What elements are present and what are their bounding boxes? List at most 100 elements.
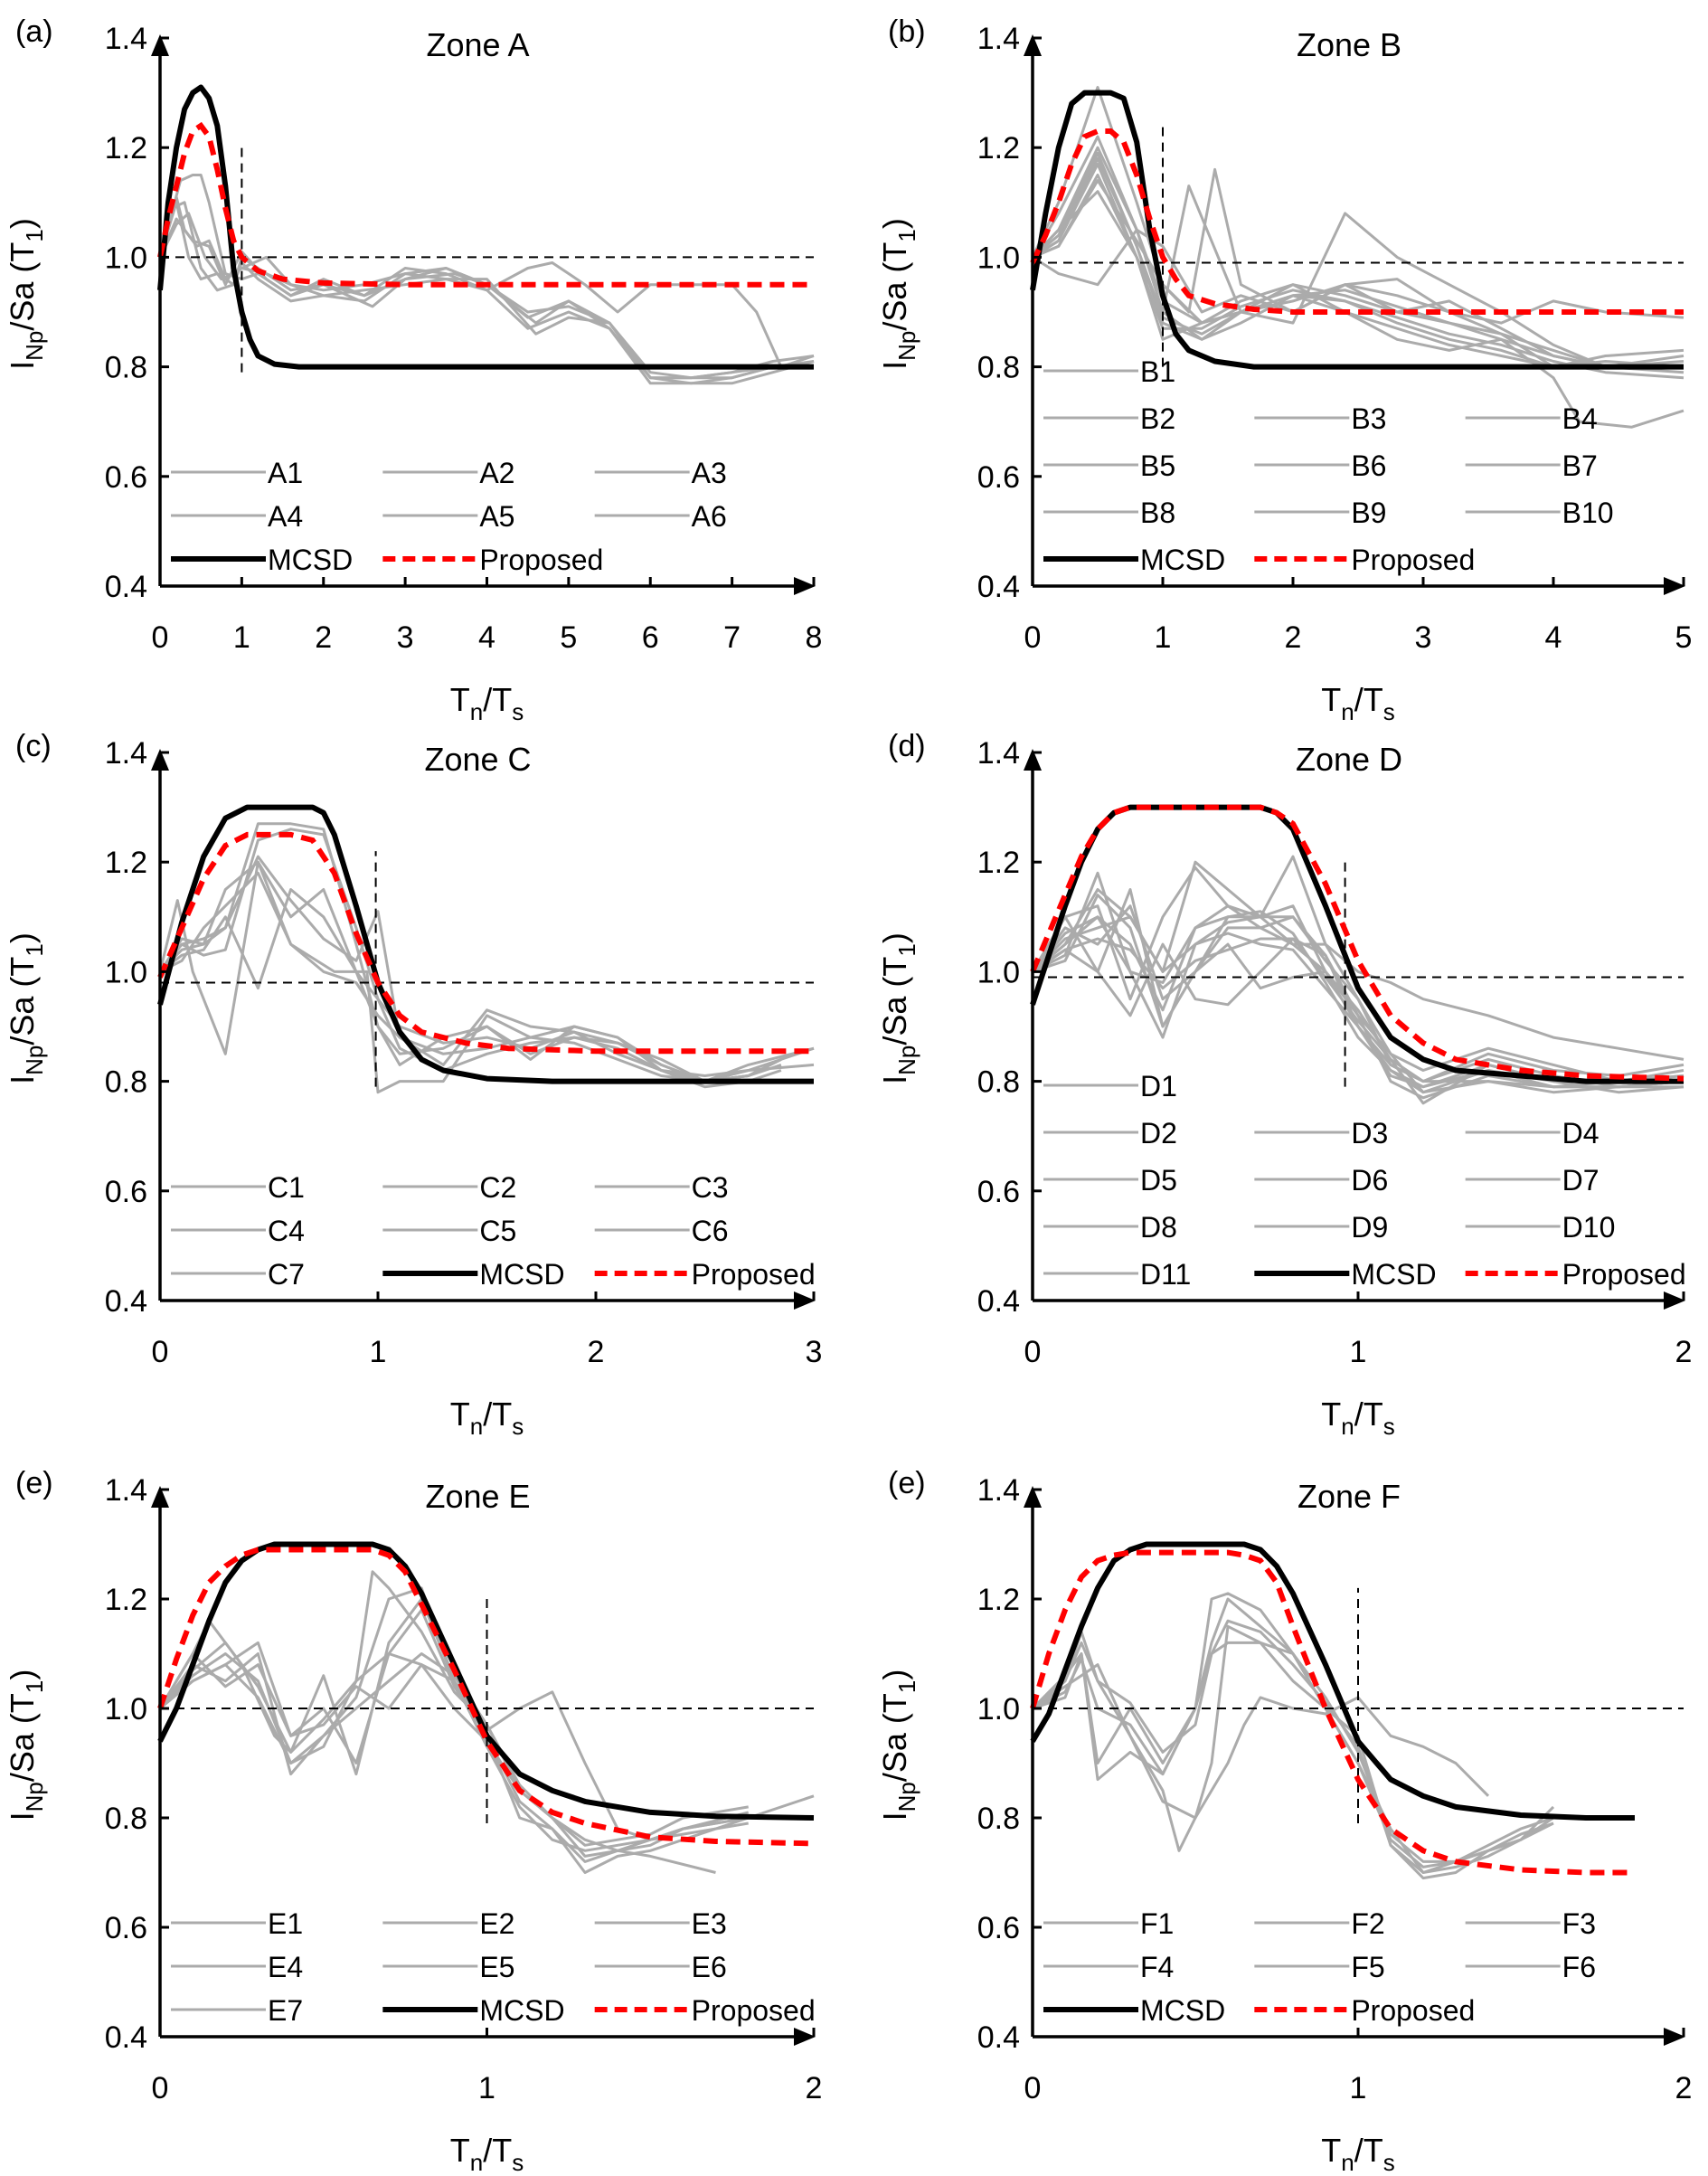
x-tick-label: 4 (478, 620, 495, 655)
panel-label: (b) (888, 14, 926, 49)
legend-label: A3 (692, 457, 727, 489)
x-tick-label: 6 (642, 620, 659, 655)
y-axis-label: INp/Sa (T1) (4, 932, 48, 1084)
y-axis-arrow-icon (151, 34, 169, 56)
series-line-B2 (1031, 146, 1684, 369)
legend-item-e1: E1 (171, 1907, 303, 1940)
y-tick-label: 0.8 (977, 351, 1020, 385)
series-line-F4 (1031, 1597, 1554, 1863)
y-tick-label: 0.4 (977, 570, 1020, 604)
x-tick-label: 8 (806, 620, 823, 655)
legend-label: MCSD (1140, 1994, 1225, 2027)
y-tick-label: 1.2 (105, 846, 147, 880)
x-tick-label: 7 (723, 620, 741, 655)
legend-label: C1 (268, 1171, 305, 1204)
chart-title: Zone D (1296, 741, 1402, 778)
legend-label: F6 (1562, 1951, 1596, 1983)
y-tick-label: 1.2 (105, 1583, 147, 1617)
y-tick-label: 0.8 (977, 1065, 1020, 1100)
y-tick-label: 1.4 (977, 1473, 1020, 1508)
y-tick-label: 1.0 (977, 241, 1020, 275)
legend-item-e2: E2 (382, 1907, 514, 1940)
x-tick-label: 0 (1024, 1335, 1042, 1369)
series-line-mcsd (157, 1541, 815, 1821)
legend-item-d10: D10 (1465, 1211, 1616, 1244)
y-axis-label: INp/Sa (T1) (4, 1670, 48, 1821)
y-axis-label: INp/Sa (T1) (876, 1670, 920, 1821)
y-axis-label: INp/Sa (T1) (4, 218, 48, 370)
y-tick-label: 1.2 (977, 1583, 1020, 1617)
legend-item-e6: E6 (594, 1951, 727, 1983)
legend-item-a3: A3 (594, 457, 727, 489)
legend-label: F1 (1140, 1907, 1174, 1940)
x-tick-label: 0 (152, 620, 169, 655)
x-tick-label: 2 (1285, 620, 1302, 655)
x-axis-arrow-icon (1664, 577, 1685, 595)
y-tick-label: 0.8 (105, 1802, 147, 1836)
series-line-B9 (1032, 179, 1684, 369)
legend-item-d1: D1 (1043, 1070, 1177, 1102)
series-line-E5 (158, 1608, 750, 1874)
y-tick-label: 1.0 (977, 955, 1020, 989)
chart-title: Zone A (426, 26, 529, 63)
legend-item-c1: C1 (171, 1171, 305, 1204)
legend-label: Proposed (1562, 1258, 1686, 1291)
series-line-E7 (159, 1652, 749, 1858)
legend-label: F5 (1351, 1951, 1384, 1983)
x-tick-label: 2 (588, 1335, 605, 1369)
x-tick-label: 3 (1415, 620, 1432, 655)
legend-item-b10: B10 (1465, 497, 1614, 529)
y-axis-arrow-icon (151, 749, 169, 771)
legend-item-d7: D7 (1465, 1164, 1599, 1197)
y-tick-label: 1.4 (105, 1473, 147, 1508)
series-line-B8 (1032, 162, 1684, 380)
chart-title: Zone B (1297, 26, 1401, 63)
legend-item-b5: B5 (1043, 449, 1175, 482)
legend-item-b7: B7 (1465, 449, 1598, 482)
x-axis-label: Tn/Ts (1321, 681, 1394, 725)
legend-item-mcsd: MCSD (382, 1258, 565, 1291)
y-tick-label: 1.4 (977, 736, 1020, 771)
series-line-C7 (158, 828, 782, 1083)
panel-label: (e) (15, 1466, 53, 1500)
y-tick-label: 1.2 (977, 131, 1020, 166)
legend-label: E4 (268, 1951, 303, 1983)
x-tick-label: 2 (1675, 2071, 1693, 2105)
x-tick-label: 4 (1545, 620, 1562, 655)
legend-item-proposed: Proposed (1254, 1994, 1475, 2027)
legend-item-d11: D11 (1043, 1258, 1191, 1291)
series-line-proposed (1030, 128, 1684, 315)
series-line-F6 (1032, 1619, 1554, 1880)
series-line-A6 (158, 217, 814, 380)
y-tick-label: 1.0 (105, 1692, 147, 1727)
panel-zone-c: 0.4 0.6 0.8 1.0 1.2 1.4 0 1 2 3 (c) Zone C Tn/Ts INp/… (4, 729, 822, 1440)
y-tick-label: 0.8 (105, 351, 147, 385)
legend-label: Proposed (1351, 544, 1475, 576)
legend-label: A1 (268, 457, 303, 489)
legend-item-proposed: Proposed (382, 544, 603, 576)
legend-item-e3: E3 (594, 1907, 727, 1940)
legend-label: D10 (1562, 1211, 1616, 1244)
y-tick-label: 1.2 (105, 131, 147, 166)
legend: B1 B2 B3 B4 B5 B6 B7 B8 B9 B10 MCSD Proposed (1043, 355, 1614, 576)
series-line-A5 (158, 212, 815, 369)
legend-label: MCSD (479, 1258, 564, 1291)
x-tick-label: 2 (315, 620, 332, 655)
x-tick-label: 1 (478, 2071, 495, 2105)
legend-label: E6 (692, 1951, 727, 1983)
x-axis-label: Tn/Ts (1321, 1395, 1394, 1440)
panel-label: (a) (15, 14, 53, 49)
legend-label: C2 (479, 1171, 516, 1204)
series-line-B4 (1032, 174, 1684, 369)
legend: E1 E2 E3 E4 E5 E6 E7 MCSD Proposed (171, 1907, 816, 2027)
legend-label: D3 (1351, 1117, 1388, 1149)
legend-label: C3 (692, 1171, 729, 1204)
legend-item-mcsd: MCSD (1043, 1994, 1225, 2027)
chart-title: Zone F (1298, 1478, 1401, 1515)
x-tick-label: 1 (1155, 620, 1172, 655)
legend-label: MCSD (268, 544, 353, 576)
x-axis-arrow-icon (794, 2028, 816, 2046)
panel-zone-b: 0.4 0.6 0.8 1.0 1.2 1.4 0 1 2 3 4 5 (b) Zone B Tn/Ts IN… (876, 14, 1692, 725)
y-tick-label: 0.6 (977, 460, 1020, 495)
legend-label: MCSD (479, 1994, 564, 2027)
